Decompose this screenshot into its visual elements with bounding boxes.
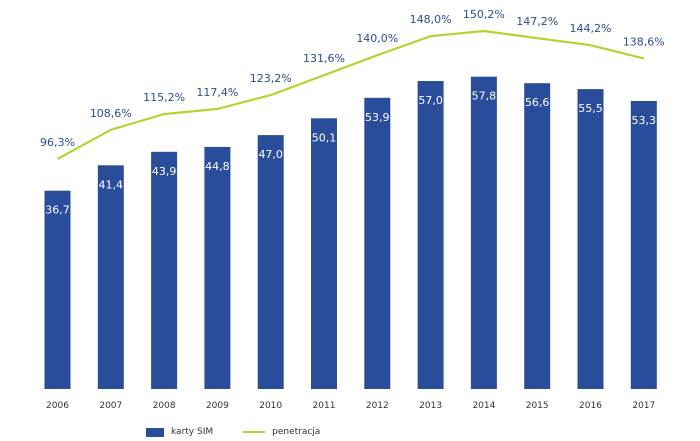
line-layer bbox=[56, 29, 645, 160]
x-tick-label-2012: 2012 bbox=[366, 401, 389, 411]
bar-value-label-2015: 56,6 bbox=[525, 96, 550, 109]
bar-value-label-2013: 57,0 bbox=[418, 94, 443, 107]
bar-2014 bbox=[470, 76, 497, 389]
bar-2006 bbox=[44, 190, 71, 389]
x-tick-label-2014: 2014 bbox=[472, 401, 495, 411]
labels-layer: 36,7 41,4 43,9 44,8 47,0 50,1 53,9 57,0 57,8 56,6… bbox=[40, 8, 665, 217]
line-value-label-2007: 108,6% bbox=[90, 107, 132, 120]
bar-value-label-2014: 57,8 bbox=[472, 90, 497, 103]
bar-value-label-2016: 55,5 bbox=[578, 102, 603, 115]
line-value-label-2006: 96,3% bbox=[40, 136, 75, 149]
bar-value-label-2011: 50,1 bbox=[312, 131, 337, 144]
bar-value-label-2007: 41,4 bbox=[99, 178, 124, 191]
x-tick-label-2013: 2013 bbox=[419, 401, 442, 411]
legend-item-line: penetracja bbox=[243, 427, 320, 437]
bars-layer bbox=[44, 76, 657, 390]
bar-value-label-2006: 36,7 bbox=[45, 204, 70, 217]
line-value-label-2008: 115,2% bbox=[143, 91, 185, 104]
x-tick-label-2006: 2006 bbox=[46, 401, 69, 411]
x-tick-label-2011: 2011 bbox=[313, 401, 336, 411]
penetration-line bbox=[56, 29, 645, 160]
x-tick-label-2017: 2017 bbox=[632, 401, 655, 411]
x-tick-label-2010: 2010 bbox=[259, 401, 282, 411]
x-axis-ticks: 2006 2007 2008 2009 2010 2011 2012 2013 2014 2015… bbox=[46, 401, 655, 411]
legend-swatch-bars bbox=[146, 427, 164, 437]
line-value-label-2013: 148,0% bbox=[410, 13, 452, 26]
x-tick-label-2009: 2009 bbox=[206, 401, 229, 411]
bar-value-label-2010: 47,0 bbox=[258, 148, 283, 161]
x-tick-label-2007: 2007 bbox=[99, 401, 122, 411]
line-value-label-2012: 140,0% bbox=[356, 32, 398, 45]
line-value-label-2009: 117,4% bbox=[196, 86, 238, 99]
legend-label-bars: karty SIM bbox=[171, 427, 214, 437]
legend: karty SIM penetracja bbox=[146, 427, 350, 437]
bar-2015 bbox=[524, 83, 551, 389]
line-value-label-2016: 144,2% bbox=[570, 22, 612, 35]
bar-2008 bbox=[151, 151, 178, 389]
bar-value-label-2008: 43,9 bbox=[152, 165, 177, 178]
line-value-label-2011: 131,6% bbox=[303, 52, 345, 65]
bar-2013 bbox=[417, 81, 444, 389]
bar-2009 bbox=[204, 146, 231, 389]
line-value-label-2014: 150,2% bbox=[463, 8, 505, 21]
bar-2016 bbox=[577, 89, 604, 389]
legend-swatch-line bbox=[243, 431, 266, 433]
line-value-label-2015: 147,2% bbox=[516, 15, 558, 28]
x-tick-label-2008: 2008 bbox=[153, 401, 176, 411]
x-tick-label-2015: 2015 bbox=[526, 401, 549, 411]
bar-value-label-2017: 53,3 bbox=[632, 114, 657, 127]
x-tick-label-2016: 2016 bbox=[579, 401, 602, 411]
line-value-label-2010: 123,2% bbox=[250, 72, 292, 85]
line-value-label-2017: 138,6% bbox=[623, 36, 665, 49]
bar-2011 bbox=[311, 118, 337, 390]
bar-value-label-2012: 53,9 bbox=[365, 111, 390, 124]
bar-2007 bbox=[97, 165, 124, 389]
legend-label-line: penetracja bbox=[272, 427, 321, 437]
bar-2010 bbox=[257, 135, 284, 389]
bar-value-label-2009: 44,8 bbox=[205, 160, 230, 173]
bar-2012 bbox=[364, 97, 391, 390]
legend-item-bars: karty SIM bbox=[146, 427, 213, 437]
bar-2017 bbox=[630, 101, 657, 389]
